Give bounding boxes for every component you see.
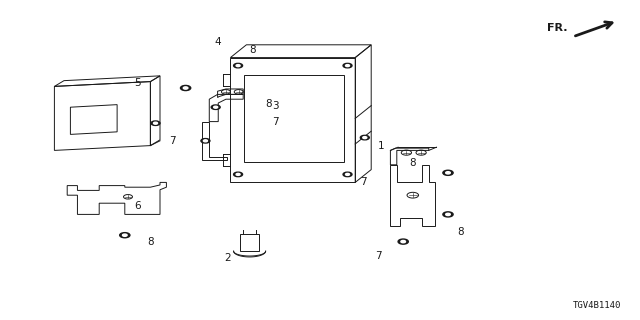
- Circle shape: [122, 234, 127, 236]
- Text: 3: 3: [272, 100, 278, 111]
- Circle shape: [346, 173, 349, 175]
- Text: 8: 8: [147, 236, 154, 247]
- Text: 7: 7: [272, 116, 278, 127]
- Circle shape: [204, 140, 207, 142]
- Text: TGV4B1140: TGV4B1140: [572, 301, 621, 310]
- Circle shape: [343, 63, 352, 68]
- Text: 8: 8: [250, 44, 256, 55]
- Circle shape: [443, 170, 453, 175]
- Circle shape: [151, 121, 160, 125]
- Circle shape: [234, 63, 243, 68]
- Text: 8: 8: [410, 158, 416, 168]
- Circle shape: [211, 105, 220, 109]
- Circle shape: [236, 65, 240, 67]
- Circle shape: [154, 122, 157, 124]
- Circle shape: [180, 85, 191, 91]
- Circle shape: [236, 173, 240, 175]
- Circle shape: [398, 239, 408, 244]
- Circle shape: [360, 135, 369, 140]
- Text: 6: 6: [134, 201, 141, 212]
- Text: 8: 8: [266, 99, 272, 109]
- Text: 4: 4: [214, 36, 221, 47]
- Circle shape: [183, 87, 188, 89]
- Text: 7: 7: [376, 251, 382, 261]
- Text: 1: 1: [378, 140, 384, 151]
- Text: 7: 7: [360, 177, 367, 188]
- Text: 2: 2: [224, 252, 230, 263]
- Circle shape: [401, 240, 406, 243]
- Circle shape: [120, 233, 130, 238]
- Circle shape: [443, 212, 453, 217]
- Circle shape: [363, 137, 367, 139]
- Circle shape: [343, 172, 352, 177]
- Circle shape: [445, 172, 451, 174]
- Circle shape: [214, 106, 218, 108]
- Circle shape: [234, 172, 243, 177]
- Circle shape: [201, 139, 210, 143]
- Circle shape: [445, 213, 451, 216]
- Text: 8: 8: [458, 227, 464, 237]
- Circle shape: [346, 65, 349, 67]
- Text: 7: 7: [170, 136, 176, 146]
- Text: 5: 5: [134, 78, 141, 88]
- Text: FR.: FR.: [547, 23, 568, 33]
